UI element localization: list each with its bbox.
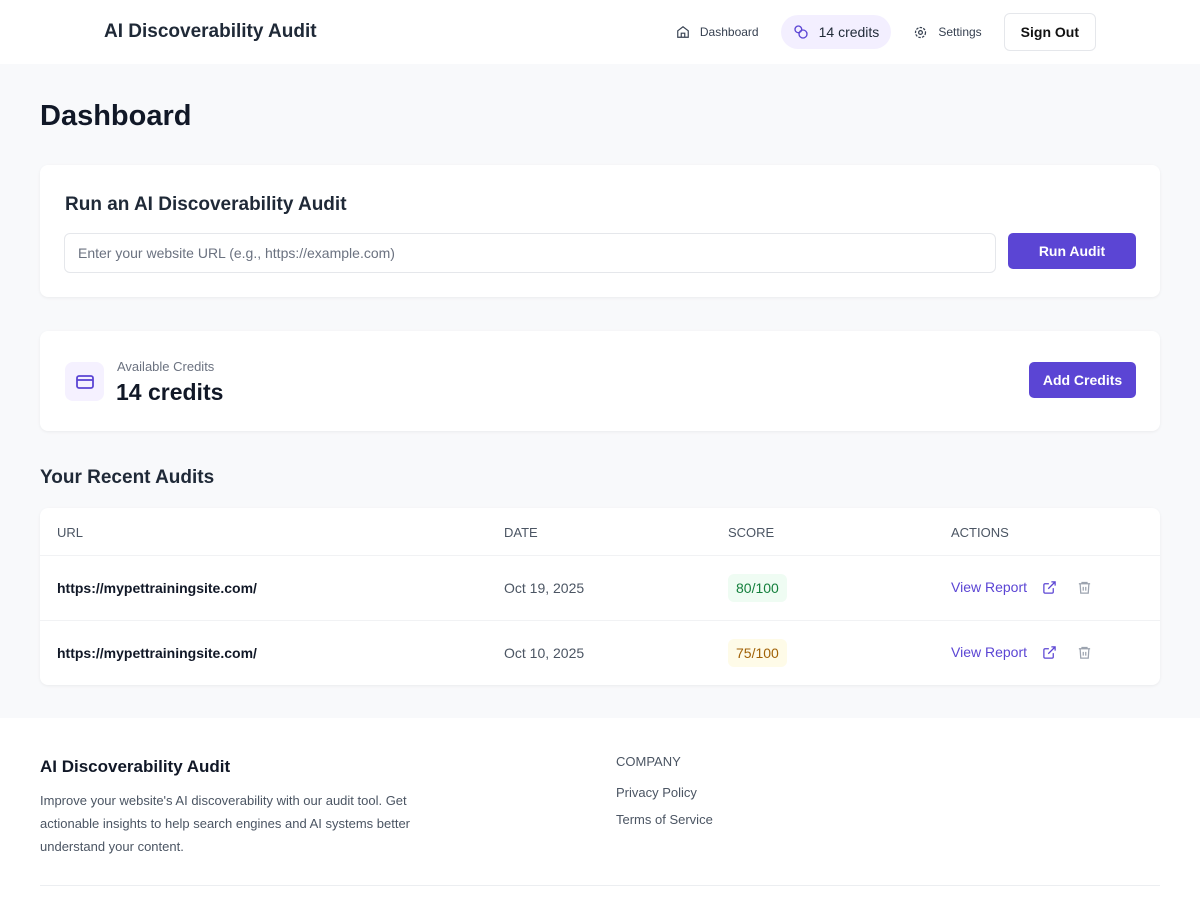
- recent-audits-table: URL DATE SCORE ACTIONS https://mypettrai…: [40, 508, 1160, 685]
- trash-icon[interactable]: [1077, 580, 1092, 595]
- score-badge: 80/100: [728, 574, 787, 602]
- table-header: URL DATE SCORE ACTIONS: [40, 508, 1160, 556]
- column-header-score: SCORE: [728, 525, 775, 540]
- footer-company-heading: COMPANY: [616, 754, 681, 769]
- credits-value: 14 credits: [116, 379, 224, 405]
- column-header-actions: ACTIONS: [951, 525, 1009, 540]
- audit-date: Oct 10, 2025: [504, 645, 585, 661]
- table-row: https://mypettrainingsite.com/ Oct 19, 2…: [40, 556, 1160, 621]
- table-row: https://mypettrainingsite.com/ Oct 10, 2…: [40, 621, 1160, 686]
- trash-icon[interactable]: [1077, 645, 1092, 660]
- brand[interactable]: AI Discoverability Audit: [104, 21, 317, 42]
- coins-icon: [793, 25, 808, 39]
- column-header-date: DATE: [504, 525, 538, 540]
- sign-out-button[interactable]: Sign Out: [1003, 13, 1096, 51]
- privacy-policy-link[interactable]: Privacy Policy: [616, 785, 697, 800]
- audit-form-card: Run an AI Discoverability Audit Run Audi…: [40, 165, 1160, 297]
- audit-url: https://mypettrainingsite.com/: [57, 645, 257, 661]
- external-link-icon[interactable]: [1042, 645, 1057, 660]
- nav-credits[interactable]: 14 credits: [780, 15, 892, 49]
- terms-of-service-link[interactable]: Terms of Service: [616, 812, 713, 827]
- audit-form-title: Run an AI Discoverability Audit: [65, 194, 347, 215]
- view-report-link[interactable]: View Report: [951, 644, 1028, 660]
- footer-divider: [40, 885, 1160, 886]
- credits-card: Available Credits 14 credits Add Credits: [40, 331, 1160, 431]
- gear-icon: [915, 26, 927, 38]
- url-input[interactable]: [64, 233, 996, 273]
- nav-settings[interactable]: Settings: [901, 17, 993, 48]
- external-link-icon[interactable]: [1042, 580, 1057, 595]
- page-title: Dashboard: [40, 100, 192, 132]
- credit-card-icon: [65, 362, 104, 401]
- run-audit-button[interactable]: Run Audit: [1008, 233, 1136, 269]
- audit-date: Oct 19, 2025: [504, 580, 585, 596]
- column-header-url: URL: [57, 525, 84, 540]
- footer: AI Discoverability Audit Improve your we…: [0, 718, 1200, 900]
- home-icon: [677, 26, 689, 38]
- score-badge: 75/100: [728, 639, 787, 667]
- nav-dashboard[interactable]: Dashboard: [664, 17, 771, 47]
- nav-dashboard-label: Dashboard: [699, 25, 759, 39]
- footer-description: Improve your website's AI discoverabilit…: [40, 793, 410, 854]
- add-credits-button[interactable]: Add Credits: [1029, 362, 1136, 398]
- view-report-link[interactable]: View Report: [951, 579, 1028, 595]
- footer-title: AI Discoverability Audit: [40, 757, 231, 776]
- top-nav: AI Discoverability Audit Dashboard 14 cr…: [0, 0, 1200, 64]
- nav-settings-label: Settings: [938, 25, 982, 39]
- credits-label: Available Credits: [117, 359, 215, 374]
- audit-url: https://mypettrainingsite.com/: [57, 580, 257, 596]
- nav-credits-label: 14 credits: [818, 24, 880, 40]
- recent-audits-title: Your Recent Audits: [40, 467, 215, 488]
